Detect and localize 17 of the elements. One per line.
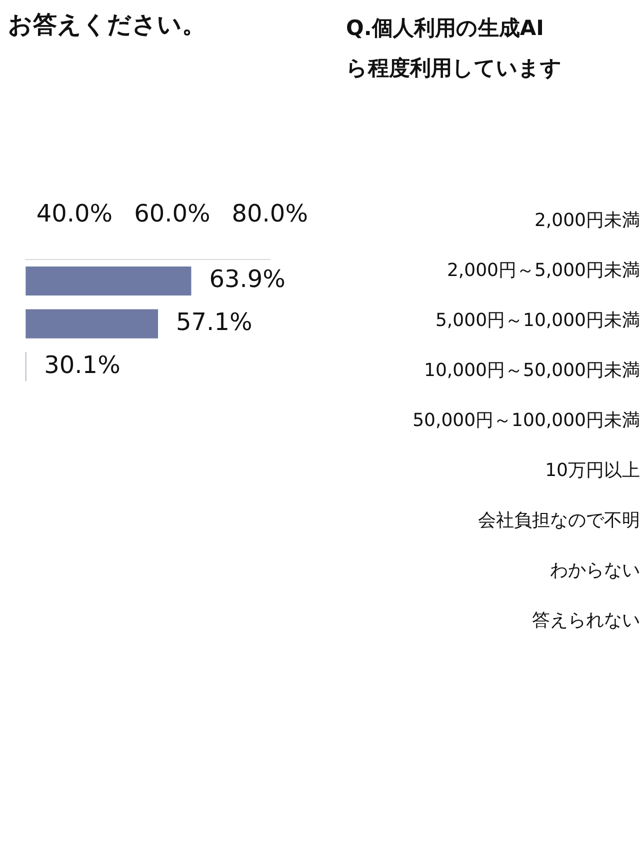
category-label: 2,000円未満 [533, 209, 640, 233]
category-label: わからない [549, 559, 640, 583]
category-label: 答えられない [531, 609, 640, 633]
x-tick-label: 60.0% [134, 199, 210, 228]
x-tick-label: 40.0% [36, 199, 113, 228]
data-label: 63.9% [209, 265, 286, 294]
category-label: 5,000円～10,000円未満 [434, 309, 640, 333]
x-tick-label: 80.0% [232, 199, 308, 228]
category-label: 10,000円～50,000円未満 [423, 359, 640, 383]
category-label: 2,000円～5,000円未満 [446, 259, 640, 283]
data-label: 30.1% [44, 350, 120, 379]
data-label: 57.1% [176, 308, 252, 336]
category-label: 会社負担なので不明 [477, 509, 640, 533]
chart-title: お答えください。 [8, 10, 206, 39]
category-label: 50,000円～100,000円未満 [412, 409, 640, 433]
text: Q.個人利用の生成AI ら程度利用しています [346, 15, 563, 82]
category-label: 10万円以上 [544, 459, 640, 483]
